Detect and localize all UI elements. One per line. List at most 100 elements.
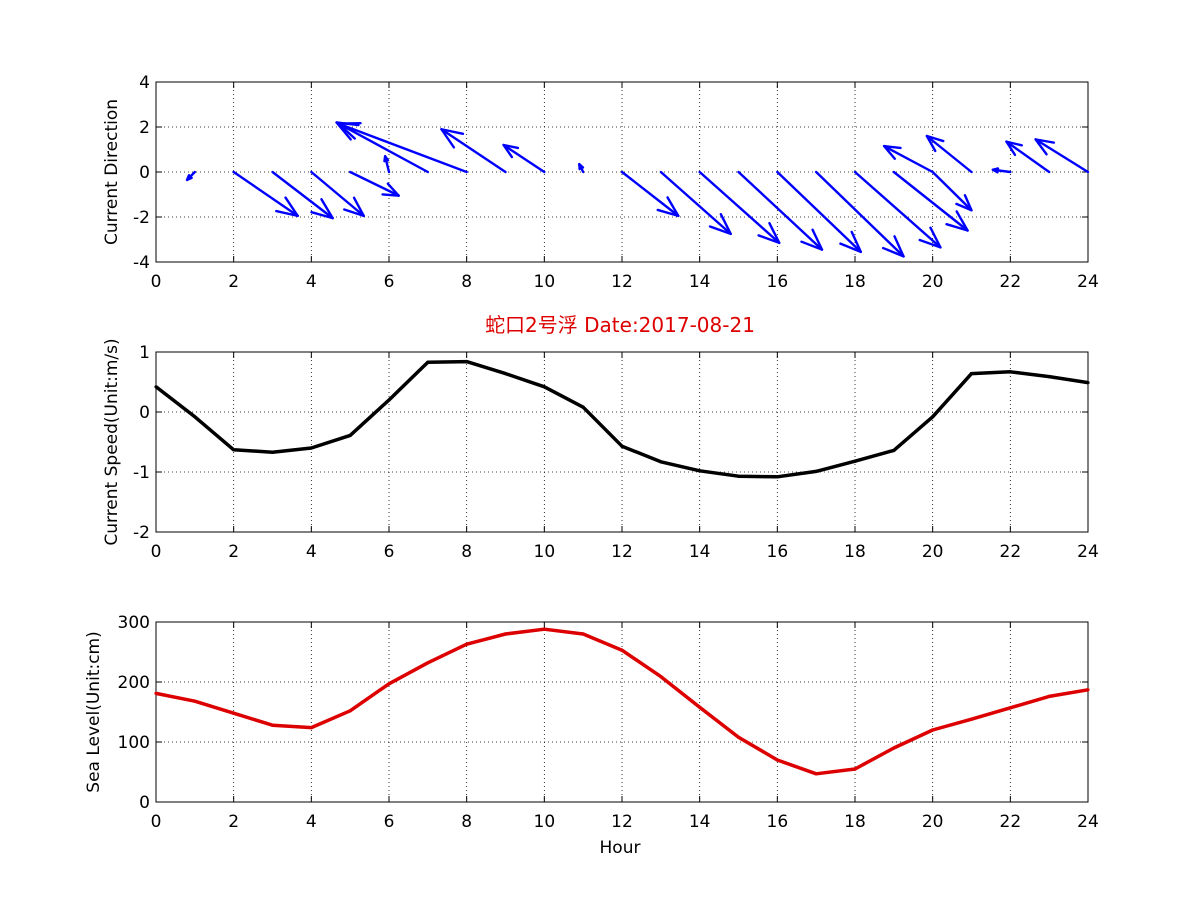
data-point bbox=[736, 735, 741, 739]
quiver-arrow bbox=[578, 162, 585, 174]
data-point bbox=[465, 360, 469, 364]
x-tick-label: 12 bbox=[611, 272, 633, 292]
y-tick-label: 0 bbox=[139, 793, 150, 813]
y-tick-label: -2 bbox=[133, 523, 150, 543]
x-tick-label: 4 bbox=[306, 272, 317, 292]
current-direction-panel: 0 2 4 6 8 10 12 14 16 18 20 22 24 420-2-4 Current Di… bbox=[102, 73, 1099, 292]
data-point bbox=[387, 398, 391, 402]
x-tick-label: 14 bbox=[689, 542, 711, 562]
x-tick-label: 24 bbox=[1077, 272, 1099, 292]
x-tick-label: 24 bbox=[1077, 542, 1099, 562]
x-tick-label: 18 bbox=[844, 542, 866, 562]
data-point bbox=[892, 448, 896, 452]
grid bbox=[155, 351, 1089, 533]
x-tick-label: 0 bbox=[151, 812, 162, 832]
x-tick-label: 12 bbox=[611, 542, 633, 562]
data-point bbox=[931, 728, 935, 732]
x-tick-label: 6 bbox=[384, 272, 395, 292]
data-point bbox=[892, 746, 896, 750]
x-tick-label: 10 bbox=[534, 812, 556, 832]
x-tick-label: 10 bbox=[534, 272, 556, 292]
quiver-arrow bbox=[271, 170, 334, 220]
data-point bbox=[154, 385, 158, 389]
quiver-arrow bbox=[620, 170, 680, 218]
x-tick-label: 4 bbox=[306, 812, 317, 832]
data-point bbox=[270, 723, 275, 727]
x-tick-label: 16 bbox=[767, 272, 789, 292]
quiver-arrow bbox=[502, 143, 546, 174]
x-tick-label: 0 bbox=[151, 272, 162, 292]
data-point bbox=[620, 648, 624, 652]
y-tick-label: -1 bbox=[133, 463, 150, 483]
quiver-arrow bbox=[698, 170, 781, 245]
data-point bbox=[426, 360, 430, 364]
data-point bbox=[232, 711, 236, 715]
x-tick-label: 12 bbox=[611, 812, 633, 832]
y-tick-label: 100 bbox=[118, 733, 150, 753]
x-tick-label: 20 bbox=[922, 542, 944, 562]
data-point bbox=[348, 709, 352, 713]
quiver-arrow bbox=[310, 170, 365, 218]
data-point bbox=[193, 699, 197, 703]
quiver-arrow bbox=[440, 128, 507, 174]
data-point bbox=[503, 632, 508, 636]
data-point bbox=[659, 675, 663, 679]
quiver-arrow bbox=[185, 170, 197, 182]
quiver-arrow bbox=[776, 170, 863, 254]
data-point bbox=[1086, 381, 1090, 385]
data-point bbox=[542, 627, 546, 631]
y-tick-label: 300 bbox=[118, 613, 150, 633]
data-point bbox=[232, 448, 236, 452]
y-tick-labels: 300 200 100 0 bbox=[118, 613, 150, 813]
current-speed-panel: 0 2 4 6 8 10 12 14 16 18 20 22 24 10-1-2 Current Spe… bbox=[102, 338, 1099, 562]
plot-area bbox=[155, 351, 1089, 533]
data-point bbox=[853, 767, 857, 771]
x-tick-labels: 0 2 4 6 8 10 12 14 16 18 20 22 24 bbox=[151, 272, 1099, 292]
data-point bbox=[775, 758, 779, 762]
speed-series bbox=[154, 359, 1090, 479]
data-point bbox=[1008, 706, 1012, 710]
quiver-arrow bbox=[1034, 138, 1090, 174]
data-point bbox=[969, 372, 974, 376]
y-tick-label: 1 bbox=[139, 343, 150, 363]
y-tick-label: -4 bbox=[133, 253, 150, 273]
y-axis-label: Sea Level(Unit:cm) bbox=[84, 631, 104, 792]
x-tick-label: 20 bbox=[922, 812, 944, 832]
data-point bbox=[736, 474, 741, 478]
data-point bbox=[465, 642, 469, 646]
data-point bbox=[775, 475, 779, 479]
data-point bbox=[426, 661, 430, 665]
data-point bbox=[1086, 688, 1090, 692]
x-tick-label: 22 bbox=[1000, 542, 1022, 562]
x-tick-label: 14 bbox=[689, 272, 711, 292]
x-tick-label: 16 bbox=[767, 812, 789, 832]
quiver-arrow bbox=[383, 155, 391, 174]
x-tick-label: 0 bbox=[151, 542, 162, 562]
x-tick-label: 24 bbox=[1077, 812, 1099, 832]
x-tick-label: 20 bbox=[922, 272, 944, 292]
data-point bbox=[581, 405, 585, 409]
x-tick-label: 2 bbox=[228, 272, 239, 292]
data-point bbox=[659, 460, 663, 464]
quiver-arrow bbox=[232, 170, 299, 218]
quiver-arrow bbox=[737, 170, 824, 251]
x-tick-label: 8 bbox=[461, 272, 472, 292]
data-point bbox=[814, 772, 818, 776]
y-axis-label: Current Speed(Unit:m/s) bbox=[102, 338, 122, 545]
x-tick-label: 18 bbox=[844, 812, 866, 832]
x-tick-labels: 0 2 4 6 8 10 12 14 16 18 20 22 24 bbox=[151, 542, 1099, 562]
x-tick-label: 2 bbox=[228, 542, 239, 562]
y-axis-label: Current Direction bbox=[102, 99, 122, 245]
data-point bbox=[698, 705, 702, 709]
data-point bbox=[931, 415, 935, 419]
x-tick-labels: 0 2 4 6 8 10 12 14 16 18 20 22 24 bbox=[151, 812, 1099, 832]
data-point bbox=[581, 632, 585, 636]
x-axis-label: Hour bbox=[600, 838, 641, 858]
grid bbox=[155, 621, 1089, 803]
x-tick-label: 10 bbox=[534, 542, 556, 562]
data-point bbox=[387, 682, 391, 686]
x-tick-label: 4 bbox=[306, 542, 317, 562]
x-tick-label: 22 bbox=[1000, 272, 1022, 292]
data-point bbox=[309, 446, 313, 450]
